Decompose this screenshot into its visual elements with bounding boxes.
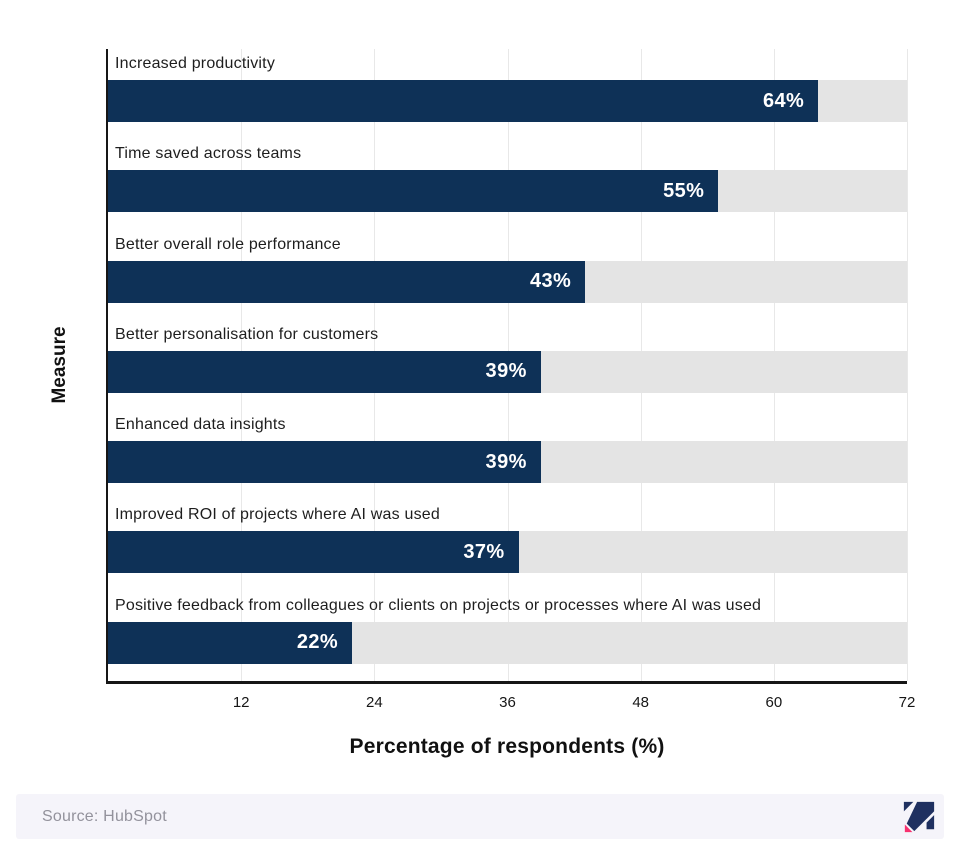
bar-value-label: 22%: [296, 631, 339, 654]
bar-track: 39%: [108, 441, 907, 484]
bar: 55%: [108, 170, 719, 213]
bar-track: 22%: [108, 621, 907, 664]
brand-logomark-icon: [903, 801, 935, 832]
bar-track: 55%: [108, 170, 907, 213]
category-label: Increased productivity: [115, 55, 276, 72]
bar-row: Time saved across teams 55%: [108, 139, 907, 229]
bar: 39%: [108, 350, 541, 393]
bar-value-label: 37%: [463, 540, 505, 563]
bar-row: Better personalisation for customers 39%: [108, 320, 907, 410]
bar-track: 43%: [108, 260, 907, 303]
source-footer: Source: HubSpot: [16, 794, 944, 839]
bar-value-label: 39%: [485, 360, 527, 383]
y-axis-title: Measure: [49, 326, 70, 404]
bar: 22%: [108, 621, 353, 664]
x-tick-label: 12: [232, 694, 250, 711]
bar-value-label: 55%: [663, 179, 705, 202]
bar-value-label: 39%: [485, 450, 527, 473]
bar: 64%: [108, 80, 819, 122]
x-tick-label: 48: [632, 694, 649, 711]
bar-row: Improved ROI of projects where AI was us…: [108, 500, 907, 590]
bar-row: Enhanced data insights 39%: [108, 410, 907, 500]
category-label: Enhanced data insights: [115, 416, 286, 434]
category-label: Better personalisation for customers: [115, 325, 379, 343]
bar-row: Positive feedback from colleagues or cli…: [108, 591, 907, 681]
x-tick-label: 60: [765, 694, 783, 711]
bar-row: Increased productivity 64%: [108, 49, 907, 139]
bar-track: 37%: [108, 531, 907, 574]
x-tick-label: 24: [365, 694, 383, 711]
bar-row: Better overall role performance 43%: [108, 230, 907, 320]
category-label: Better overall role performance: [115, 235, 341, 253]
category-label: Positive feedback from colleagues or cli…: [115, 596, 762, 614]
bar-track: 64%: [108, 80, 907, 122]
plot-area: Increased productivity 64% Time saved ac…: [106, 49, 908, 684]
x-axis-title: Percentage of respondents (%): [349, 735, 665, 758]
source-label: Source: HubSpot: [42, 807, 167, 825]
category-label: Time saved across teams: [115, 145, 302, 163]
bar: 37%: [108, 531, 519, 574]
x-tick-label: 72: [898, 694, 916, 711]
bar-value-label: 43%: [529, 270, 572, 293]
category-label: Improved ROI of projects where AI was us…: [115, 506, 440, 524]
bar-track: 39%: [108, 350, 907, 393]
bar-value-label: 64%: [762, 89, 805, 112]
x-tick-label: 36: [499, 694, 516, 711]
x-axis-ticks: 12 24 36 48 60 72: [108, 694, 916, 716]
gridline: [907, 49, 908, 681]
bar: 43%: [108, 260, 586, 303]
bar: 39%: [108, 441, 541, 484]
